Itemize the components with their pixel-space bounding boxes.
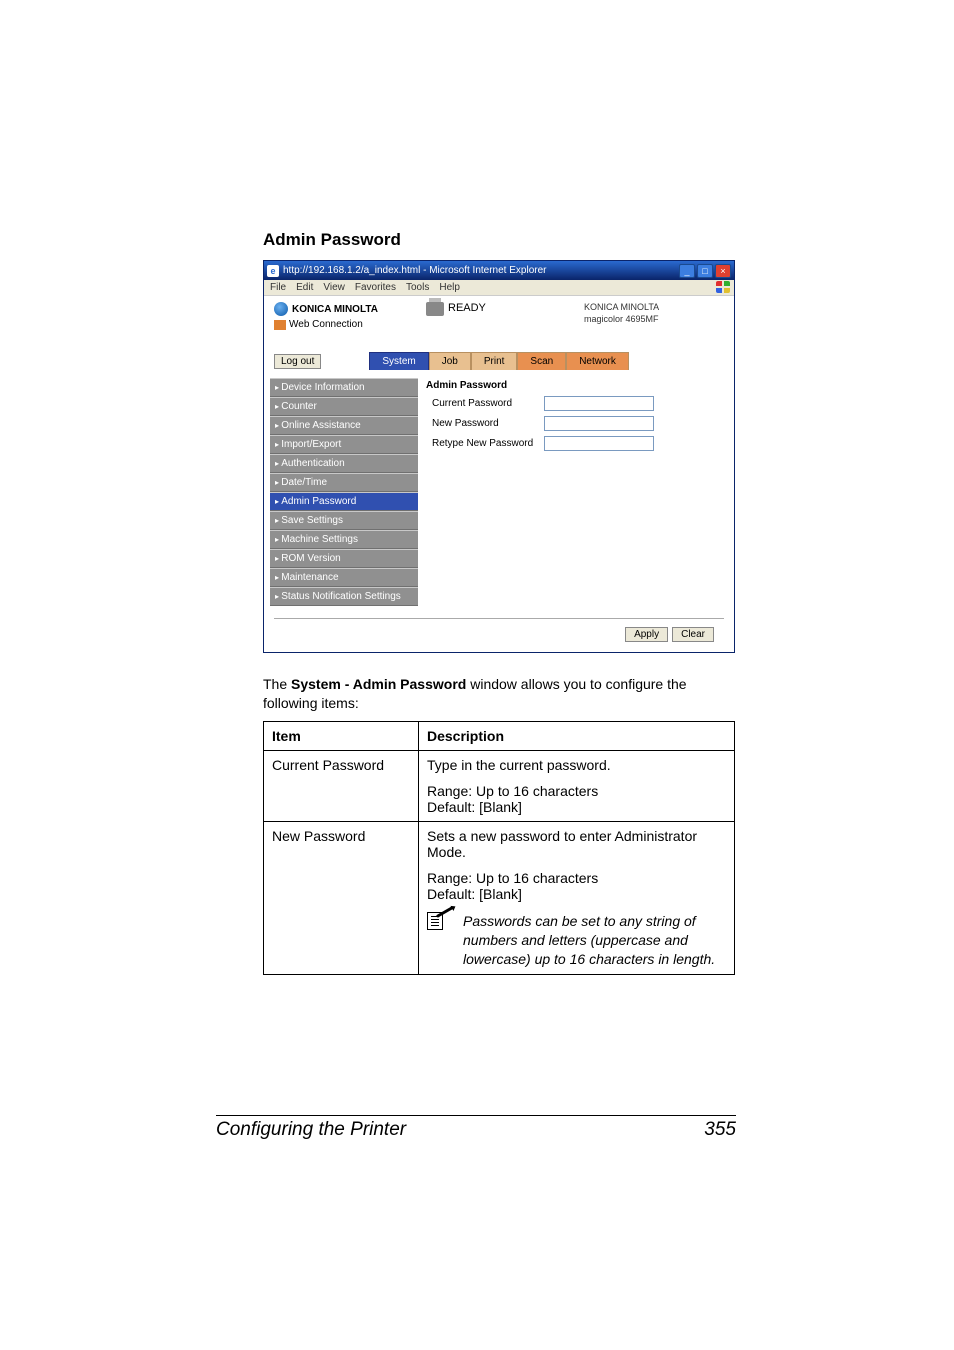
menu-bar: File Edit View Favorites Tools Help <box>264 280 734 296</box>
sidebar-item-maintenance[interactable]: Maintenance <box>270 568 418 587</box>
ie-icon: e <box>267 265 279 277</box>
sidebar: Device Information Counter Online Assist… <box>270 378 418 608</box>
sidebar-item-authentication[interactable]: Authentication <box>270 454 418 473</box>
menu-edit[interactable]: Edit <box>296 282 313 293</box>
panel-title: Admin Password <box>426 380 724 391</box>
section-heading: Admin Password <box>263 230 735 250</box>
desc-bold: System - Admin Password <box>291 676 466 692</box>
desc-line: Sets a new password to enter Administrat… <box>427 828 726 860</box>
sidebar-item-import-export[interactable]: Import/Export <box>270 435 418 454</box>
note-icon <box>427 912 453 932</box>
windows-logo-icon <box>716 281 730 293</box>
menu-help[interactable]: Help <box>439 282 460 293</box>
description-paragraph: The System - Admin Password window allow… <box>263 675 735 713</box>
divider <box>274 618 724 619</box>
window-title: http://192.168.1.2/a_index.html - Micros… <box>283 265 546 276</box>
clear-button[interactable]: Clear <box>672 627 714 642</box>
new-password-input[interactable] <box>544 416 654 431</box>
minimize-button[interactable]: _ <box>679 264 695 278</box>
title-bar: e http://192.168.1.2/a_index.html - Micr… <box>264 261 734 280</box>
device-model: magicolor 4695MF <box>584 314 724 326</box>
menu-favorites[interactable]: Favorites <box>355 282 396 293</box>
cell-description: Sets a new password to enter Administrat… <box>419 821 735 975</box>
cell-item: New Password <box>264 821 419 975</box>
desc-line: Type in the current password. <box>427 757 726 773</box>
panel-admin-password: Admin Password Current Password New Pass… <box>422 378 728 608</box>
sidebar-item-date-time[interactable]: Date/Time <box>270 473 418 492</box>
brand-name: KONICA MINOLTA <box>292 304 378 315</box>
new-password-label: New Password <box>426 418 544 429</box>
menu-tools[interactable]: Tools <box>406 282 429 293</box>
th-item: Item <box>264 721 419 750</box>
range-line: Range: Up to 16 characters <box>427 783 726 799</box>
menu-view[interactable]: View <box>323 282 345 293</box>
maximize-button[interactable]: □ <box>697 264 713 278</box>
sidebar-item-save-settings[interactable]: Save Settings <box>270 511 418 530</box>
apply-button[interactable]: Apply <box>625 627 668 642</box>
sidebar-item-admin-password[interactable]: Admin Password <box>270 492 418 511</box>
page-footer: Configuring the Printer 355 <box>216 1115 736 1141</box>
retype-password-input[interactable] <box>544 436 654 451</box>
logout-button[interactable]: Log out <box>274 354 321 369</box>
retype-password-label: Retype New Password <box>426 438 544 449</box>
menu-file[interactable]: File <box>270 282 286 293</box>
tab-network[interactable]: Network <box>566 352 629 370</box>
tab-job[interactable]: Job <box>429 352 471 370</box>
current-password-label: Current Password <box>426 398 544 409</box>
sidebar-item-counter[interactable]: Counter <box>270 397 418 416</box>
default-line: Default: [Blank] <box>427 886 726 902</box>
brand-globe-icon <box>274 302 288 316</box>
sidebar-item-machine-settings[interactable]: Machine Settings <box>270 530 418 549</box>
range-line: Range: Up to 16 characters <box>427 870 726 886</box>
cell-item: Current Password <box>264 750 419 821</box>
table-row: New Password Sets a new password to ente… <box>264 821 735 975</box>
sidebar-item-online-assistance[interactable]: Online Assistance <box>270 416 418 435</box>
pagescope-icon <box>274 320 286 330</box>
web-connection-label: Web Connection <box>289 319 363 330</box>
current-password-input[interactable] <box>544 396 654 411</box>
browser-window: e http://192.168.1.2/a_index.html - Micr… <box>263 260 735 653</box>
th-description: Description <box>419 721 735 750</box>
status-text: READY <box>448 302 486 314</box>
table-row: Current Password Type in the current pas… <box>264 750 735 821</box>
footer-page-number: 355 <box>704 1119 736 1141</box>
cell-description: Type in the current password. Range: Up … <box>419 750 735 821</box>
printer-icon <box>426 302 444 316</box>
device-brand: KONICA MINOLTA <box>584 302 724 314</box>
footer-title: Configuring the Printer <box>216 1119 406 1141</box>
sidebar-item-rom-version[interactable]: ROM Version <box>270 549 418 568</box>
tab-print[interactable]: Print <box>471 352 518 370</box>
desc-prefix: The <box>263 676 291 692</box>
tab-system[interactable]: System <box>369 352 428 370</box>
description-table: Item Description Current Password Type i… <box>263 721 735 976</box>
default-line: Default: [Blank] <box>427 799 726 815</box>
close-button[interactable]: × <box>715 264 731 278</box>
sidebar-item-device-information[interactable]: Device Information <box>270 378 418 397</box>
tab-scan[interactable]: Scan <box>517 352 566 370</box>
note-text: Passwords can be set to any string of nu… <box>463 912 726 969</box>
sidebar-item-status-notification[interactable]: Status Notification Settings <box>270 587 418 606</box>
